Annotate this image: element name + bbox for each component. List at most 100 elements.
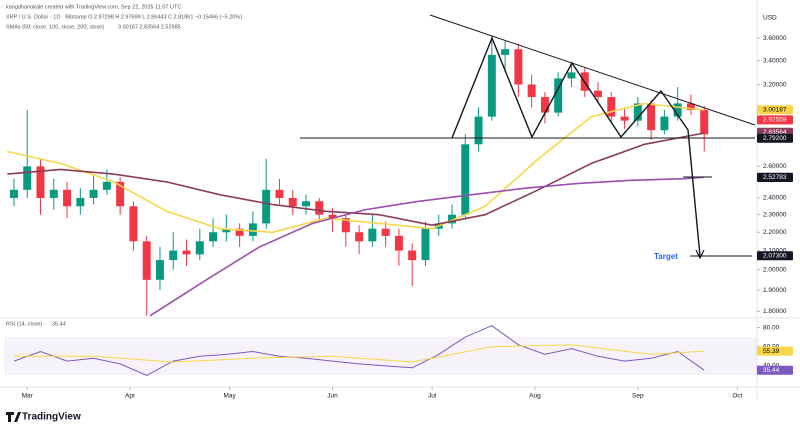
series-line xyxy=(7,102,705,234)
candle-body xyxy=(686,103,695,110)
candle-body xyxy=(49,189,58,198)
rsi-title: RSI (14, close) xyxy=(6,321,43,327)
candle-body xyxy=(381,228,390,236)
target-annotation: Target xyxy=(654,252,678,261)
series-line xyxy=(13,325,705,376)
candle-body xyxy=(63,189,72,207)
candle-body xyxy=(222,228,231,233)
candle-body xyxy=(341,218,350,233)
pane xyxy=(7,35,709,317)
y-axis-label: USD xyxy=(763,15,777,22)
candle-body xyxy=(594,90,603,98)
candle-body xyxy=(408,250,417,261)
series-line xyxy=(14,344,705,363)
candle-body xyxy=(102,181,111,190)
candle-body xyxy=(633,103,642,121)
price-label: 2.92559 xyxy=(763,117,787,124)
price-label: 3.00187 xyxy=(763,106,787,113)
candle-body xyxy=(394,235,403,251)
candle-body xyxy=(620,116,629,121)
candle-body xyxy=(355,232,364,242)
x-tick-label: Oct xyxy=(732,393,742,400)
candle-body xyxy=(647,103,656,131)
candle-body xyxy=(76,197,85,207)
candle-body xyxy=(700,109,709,135)
candle-body xyxy=(448,214,456,224)
candle-body xyxy=(673,103,682,117)
candle-body xyxy=(514,49,523,85)
y-tick-label: 3.20000 xyxy=(763,81,787,88)
price-label-box xyxy=(757,133,793,143)
candle-body xyxy=(368,228,377,242)
author-line: kangdhanakale created with TradingView.c… xyxy=(6,4,181,10)
candle-body xyxy=(302,201,310,207)
x-tick-label: Mar xyxy=(22,393,34,400)
candle-body xyxy=(501,49,510,55)
x-tick-label: Aug xyxy=(529,393,541,400)
x-tick-label: Apr xyxy=(125,393,136,400)
candle-body xyxy=(235,228,244,236)
candle-body xyxy=(248,223,257,236)
price-label-box xyxy=(757,346,793,356)
candle-body xyxy=(262,189,271,224)
symbol-line: XRP / U.S. Dollar · 1D · Bitstamp O 2.97… xyxy=(6,14,242,20)
candle-body xyxy=(567,72,576,79)
candle-body xyxy=(474,116,483,145)
price-label: 2.79200 xyxy=(763,135,787,142)
candle-body xyxy=(527,84,536,98)
candle-body xyxy=(461,144,470,215)
candle-body xyxy=(116,181,125,207)
price-label: 2.52783 xyxy=(763,174,787,181)
x-tick-label: May xyxy=(224,393,237,400)
target-arrow xyxy=(695,249,705,260)
price-label: 2.07300 xyxy=(763,252,787,259)
candle-body xyxy=(328,214,337,219)
candle-body xyxy=(9,189,18,198)
candle-body xyxy=(23,166,32,190)
candle-body xyxy=(315,201,324,215)
candle-body xyxy=(275,189,284,198)
candle-body xyxy=(540,97,549,113)
resistance-line xyxy=(429,14,756,126)
y-tick-label: 1.90000 xyxy=(763,287,787,294)
y-tick-label: 2.10000 xyxy=(763,247,787,254)
price-label-box xyxy=(757,172,793,182)
candle-body xyxy=(554,78,563,113)
price-label-box xyxy=(757,105,793,115)
x-tick-label: Sep xyxy=(632,393,644,400)
candle-body xyxy=(36,166,45,198)
candle-body xyxy=(129,206,138,242)
pattern-zigzag xyxy=(451,36,701,257)
y-tick-label: 2.30000 xyxy=(763,211,787,218)
y-tick-label: 2.60000 xyxy=(763,163,787,170)
price-label-box xyxy=(757,251,793,261)
candle-body xyxy=(155,260,164,280)
rsi-band xyxy=(4,337,757,375)
candle-body xyxy=(288,197,297,207)
candle-body xyxy=(607,97,616,117)
price-label: 55.39 xyxy=(763,348,780,355)
x-tick-label: Jul xyxy=(428,393,437,400)
logo xyxy=(6,412,21,422)
rsi-title-value: 35.44 xyxy=(52,321,66,327)
candle-body xyxy=(660,116,669,131)
y-tick-label: 3.60000 xyxy=(763,35,787,42)
candle-body xyxy=(421,228,430,261)
y-tick-label: 2.00000 xyxy=(763,267,787,274)
candle-body xyxy=(169,250,178,261)
y-tick-label: 2.20000 xyxy=(763,229,787,236)
candle-body xyxy=(142,241,151,280)
price-label: 2.83564 xyxy=(763,129,787,136)
price-label: 35.44 xyxy=(763,367,780,374)
y-tick-label: 2.40000 xyxy=(763,195,787,202)
x-tick-label: Jun xyxy=(327,393,338,400)
candle-body xyxy=(89,189,98,198)
pane xyxy=(13,325,705,376)
sma-line: SMAs (50, close, 100, close, 200, close) xyxy=(6,24,104,30)
price-label-box xyxy=(757,365,793,375)
candle-body xyxy=(209,232,218,242)
candle-body xyxy=(182,250,191,255)
y-tick-label: 80.00 xyxy=(763,324,780,331)
drawings xyxy=(300,14,756,260)
candle-body xyxy=(195,241,204,255)
